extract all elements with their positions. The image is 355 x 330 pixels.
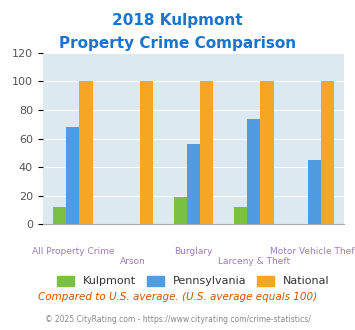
Bar	[140, 82, 153, 224]
Text: Arson: Arson	[120, 257, 146, 266]
Legend: Kulpmont, Pennsylvania, National: Kulpmont, Pennsylvania, National	[53, 271, 334, 291]
Bar	[174, 197, 187, 224]
Text: Compared to U.S. average. (U.S. average equals 100): Compared to U.S. average. (U.S. average …	[38, 292, 317, 302]
Bar	[80, 82, 93, 224]
Bar	[53, 207, 66, 224]
Text: Property Crime Comparison: Property Crime Comparison	[59, 36, 296, 51]
Text: All Property Crime: All Property Crime	[32, 247, 114, 256]
Text: 2018 Kulpmont: 2018 Kulpmont	[112, 13, 243, 28]
Bar	[66, 127, 80, 224]
Bar	[307, 160, 321, 224]
Text: © 2025 CityRating.com - https://www.cityrating.com/crime-statistics/: © 2025 CityRating.com - https://www.city…	[45, 315, 310, 324]
Bar	[321, 82, 334, 224]
Text: Larceny & Theft: Larceny & Theft	[218, 257, 290, 266]
Text: Motor Vehicle Theft: Motor Vehicle Theft	[270, 247, 355, 256]
Bar	[234, 207, 247, 224]
Bar	[200, 82, 213, 224]
Bar	[261, 82, 274, 224]
Text: Burglary: Burglary	[174, 247, 213, 256]
Bar	[187, 144, 200, 224]
Bar	[247, 118, 261, 224]
